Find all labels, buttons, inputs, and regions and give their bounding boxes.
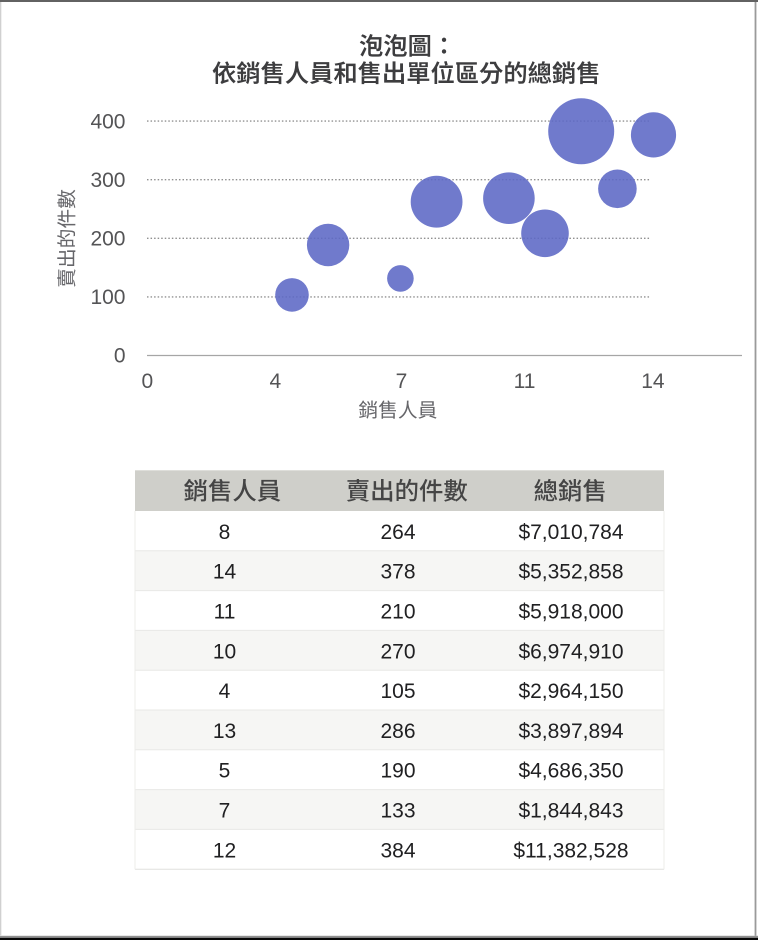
svg-text:5: 5: [219, 760, 231, 783]
svg-text:300: 300: [90, 169, 125, 192]
svg-text:$6,974,910: $6,974,910: [518, 640, 623, 663]
svg-text:270: 270: [380, 640, 415, 663]
svg-text:14: 14: [641, 370, 665, 393]
svg-text:100: 100: [90, 286, 125, 309]
svg-text:190: 190: [380, 760, 415, 783]
svg-text:14: 14: [213, 561, 237, 584]
svg-text:0: 0: [114, 345, 126, 368]
svg-text:12: 12: [213, 839, 236, 862]
svg-text:$1,844,843: $1,844,843: [518, 800, 623, 823]
svg-text:4: 4: [269, 370, 281, 393]
svg-text:378: 378: [380, 561, 415, 584]
svg-text:133: 133: [380, 800, 415, 823]
svg-text:$5,918,000: $5,918,000: [518, 601, 623, 624]
svg-text:7: 7: [396, 370, 408, 393]
svg-text:7: 7: [219, 800, 231, 823]
svg-text:$5,352,858: $5,352,858: [518, 561, 623, 584]
svg-text:$4,686,350: $4,686,350: [518, 760, 623, 783]
svg-text:10: 10: [213, 640, 236, 663]
svg-text:$11,382,528: $11,382,528: [513, 839, 628, 862]
svg-text:210: 210: [380, 601, 415, 624]
svg-text:0: 0: [142, 370, 154, 393]
svg-text:200: 200: [90, 228, 125, 251]
svg-text:400: 400: [90, 110, 125, 133]
svg-text:264: 264: [380, 521, 415, 544]
svg-text:11: 11: [214, 601, 236, 624]
svg-text:105: 105: [380, 680, 415, 703]
svg-text:$7,010,784: $7,010,784: [518, 521, 623, 544]
svg-text:4: 4: [219, 680, 231, 703]
svg-text:384: 384: [380, 839, 415, 862]
svg-text:$2,964,150: $2,964,150: [518, 680, 623, 703]
svg-text:11: 11: [514, 370, 536, 393]
svg-text:286: 286: [380, 720, 415, 743]
svg-text:8: 8: [219, 521, 231, 544]
svg-text:13: 13: [213, 720, 236, 743]
svg-text:$3,897,894: $3,897,894: [518, 720, 623, 743]
